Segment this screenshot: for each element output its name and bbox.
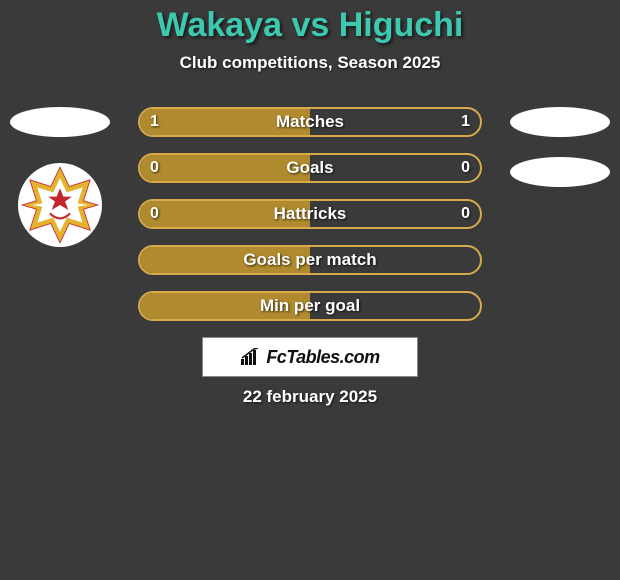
stat-right-value: 0 xyxy=(461,201,470,227)
stat-label: Hattricks xyxy=(140,201,480,227)
subtitle: Club competitions, Season 2025 xyxy=(0,53,620,73)
player-badge-right-top xyxy=(510,107,610,137)
left-badge-column xyxy=(10,107,110,252)
date-label: 22 february 2025 xyxy=(0,387,620,407)
right-badge-column xyxy=(510,107,610,207)
stat-label: Goals per match xyxy=(140,247,480,273)
stat-right-value: 0 xyxy=(461,155,470,181)
stat-row: 0Goals0 xyxy=(138,153,482,183)
brand-label: FcTables.com xyxy=(240,347,379,368)
player-badge-right-bottom xyxy=(510,157,610,187)
player-badge-left-top xyxy=(10,107,110,137)
club-crest-left xyxy=(18,163,102,247)
stat-label: Matches xyxy=(140,109,480,135)
stat-row: 0Hattricks0 xyxy=(138,199,482,229)
bar-chart-icon xyxy=(240,348,262,366)
page-title: Wakaya vs Higuchi xyxy=(0,6,620,45)
stat-label: Goals xyxy=(140,155,480,181)
brand-text: FcTables.com xyxy=(266,347,379,368)
stat-row: 1Matches1 xyxy=(138,107,482,137)
stat-label: Min per goal xyxy=(140,293,480,319)
brand-box[interactable]: FcTables.com xyxy=(202,337,418,377)
stat-row: Goals per match xyxy=(138,245,482,275)
stat-right-value: 1 xyxy=(461,109,470,135)
comparison-card: Wakaya vs Higuchi Club competitions, Sea… xyxy=(0,0,620,580)
stat-row: Min per goal xyxy=(138,291,482,321)
stat-rows: 1Matches10Goals00Hattricks0Goals per mat… xyxy=(138,107,482,321)
content-area: 1Matches10Goals00Hattricks0Goals per mat… xyxy=(0,107,620,407)
